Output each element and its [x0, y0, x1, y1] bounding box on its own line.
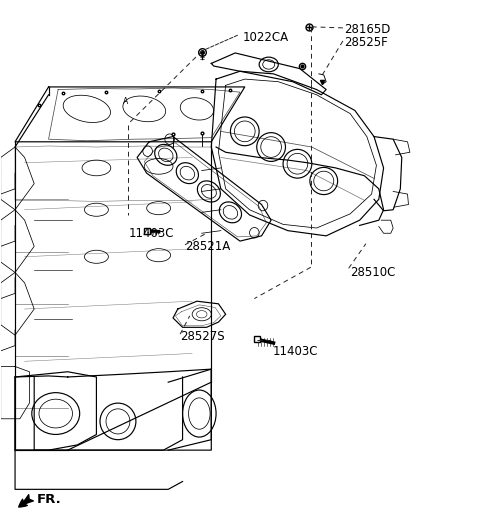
Text: A: A — [122, 96, 128, 105]
Text: FR.: FR. — [36, 493, 61, 506]
Text: 1022CA: 1022CA — [242, 31, 288, 44]
Text: 28510C: 28510C — [350, 266, 396, 279]
Text: 28527S: 28527S — [180, 330, 225, 343]
Text: 11403C: 11403C — [129, 227, 174, 240]
Text: 28521A: 28521A — [185, 240, 230, 253]
Text: 28525F: 28525F — [344, 36, 388, 49]
Text: 28165D: 28165D — [344, 23, 391, 36]
Text: 11403C: 11403C — [273, 345, 318, 357]
